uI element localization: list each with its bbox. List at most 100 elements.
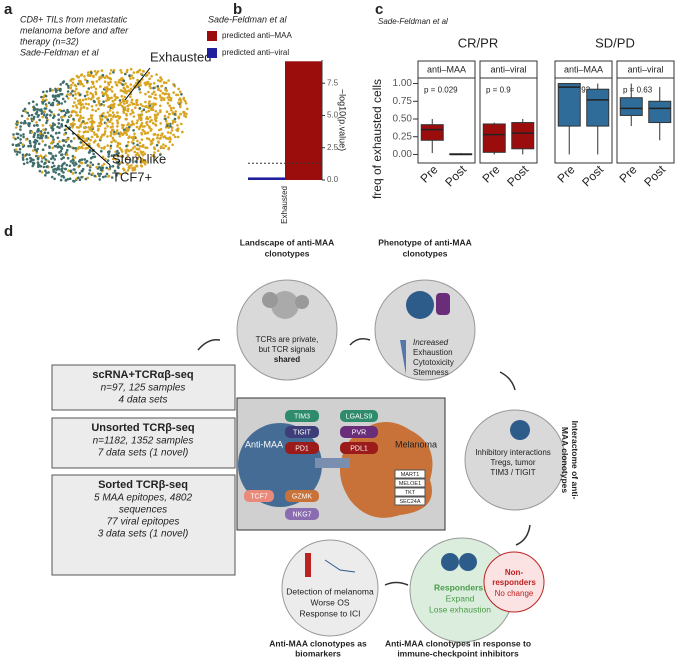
umap-dot <box>22 122 26 125</box>
umap-dot <box>90 117 93 120</box>
umap-dot <box>89 161 93 164</box>
umap-dot <box>139 164 143 167</box>
bar <box>285 61 322 180</box>
umap-dot <box>87 117 90 121</box>
umap-dot <box>87 172 91 175</box>
umap-dot <box>67 137 70 141</box>
umap-dot <box>69 122 73 126</box>
umap-dot <box>52 168 55 171</box>
umap-dot <box>49 103 53 107</box>
umap-dot <box>12 136 15 139</box>
umap-dot <box>21 158 25 161</box>
umap-dot <box>58 108 61 112</box>
umap-dot <box>121 89 125 93</box>
umap-dot <box>128 159 132 162</box>
umap-dot <box>117 151 120 155</box>
umap-dot <box>43 110 46 113</box>
umap-dot <box>127 140 130 144</box>
umap-dot <box>26 117 30 121</box>
umap-dot <box>172 133 175 137</box>
umap-dot <box>119 172 122 176</box>
umap-dot <box>110 96 113 100</box>
umap-dot <box>160 78 163 81</box>
umap-dot <box>50 175 54 179</box>
umap-dot <box>170 129 174 132</box>
umap-dot <box>117 80 120 84</box>
umap-dot <box>62 176 66 179</box>
umap-dot <box>41 98 45 102</box>
umap-dot <box>90 71 93 74</box>
umap-dot <box>36 156 40 160</box>
umap-dot <box>97 162 100 166</box>
umap-dot <box>94 139 97 142</box>
dataset-title: scRNA+TCRαβ-seq <box>92 369 193 381</box>
umap-dot <box>95 165 98 169</box>
umap-dot <box>127 122 130 125</box>
umap-dot <box>51 161 55 165</box>
umap-dot <box>77 176 80 179</box>
umap-dot <box>119 89 123 92</box>
umap-dot <box>54 88 57 92</box>
antigen-label: MART1 <box>401 472 420 478</box>
umap-dot <box>19 128 22 131</box>
umap-dot <box>155 73 158 76</box>
legend-label: predicted anti–MAA <box>222 31 292 40</box>
umap-dot <box>129 83 132 86</box>
umap-dot <box>157 87 160 90</box>
umap-dot <box>152 137 155 141</box>
umap-dot <box>109 134 112 138</box>
umap-dot <box>137 154 141 157</box>
umap-dot <box>122 106 125 109</box>
umap-dot <box>179 98 182 102</box>
panel-border <box>417 77 476 164</box>
umap-dot <box>146 123 149 127</box>
antigen-tag <box>394 469 426 479</box>
cell-label: Anti-MAA <box>245 439 283 449</box>
step-title: Landscape of anti-MAA <box>240 237 334 247</box>
umap-dot <box>126 107 130 111</box>
umap-dot <box>74 171 77 174</box>
umap-dot <box>73 90 77 93</box>
caption: melanoma before and after <box>20 25 129 35</box>
umap-dot <box>119 154 123 158</box>
umap-dot <box>150 103 153 106</box>
umap-dot <box>108 109 112 112</box>
umap-dot <box>57 131 61 135</box>
arrow <box>499 371 516 391</box>
umap-dot <box>22 162 26 166</box>
umap-dot <box>96 143 100 147</box>
umap-dot <box>132 135 136 138</box>
umap-dot <box>26 111 30 115</box>
umap-dot <box>117 117 121 120</box>
umap-dot <box>105 74 108 78</box>
umap-dot <box>86 73 90 77</box>
y-tick-label: 0.25 <box>393 131 413 142</box>
y-tick-label: 2.5 <box>327 143 339 152</box>
box <box>511 122 535 150</box>
umap-dot <box>142 108 146 111</box>
panel-label: a <box>4 1 13 18</box>
umap-dot <box>145 110 148 114</box>
umap-dot <box>126 68 129 72</box>
umap-dot <box>114 158 117 161</box>
umap-dot <box>157 140 160 143</box>
umap-dot <box>138 107 142 110</box>
umap-dot <box>95 133 98 136</box>
umap-dot <box>85 137 88 141</box>
umap-dot <box>12 133 15 136</box>
umap-dot <box>142 70 145 73</box>
umap-dot <box>172 83 175 86</box>
umap-dot <box>102 103 106 107</box>
umap-dot <box>181 130 184 134</box>
umap-dot <box>105 166 108 170</box>
y-axis-label: −log10(p.value) <box>338 89 348 151</box>
umap-dot <box>148 126 151 129</box>
umap-dot <box>91 80 95 84</box>
umap-dot <box>167 93 171 96</box>
umap-dot <box>83 75 86 78</box>
umap-dot <box>159 128 163 131</box>
umap-dot <box>186 107 189 111</box>
umap-dot <box>74 92 77 96</box>
umap-dot <box>84 78 87 81</box>
